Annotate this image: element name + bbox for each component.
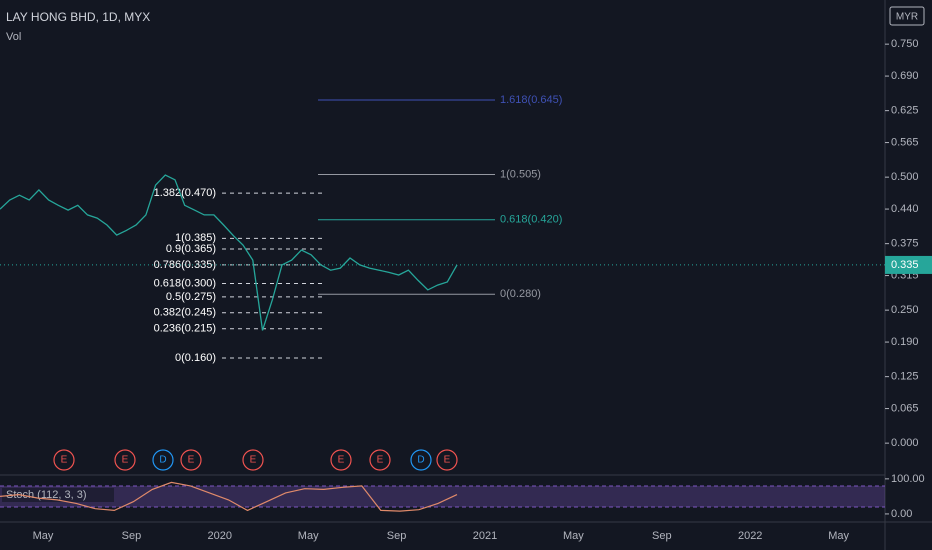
event-marker	[242, 449, 264, 471]
x-tick-label: 2022	[738, 530, 762, 542]
fib-label: 0(0.160)	[175, 352, 216, 364]
event-marker	[410, 449, 432, 471]
event-marker	[369, 449, 391, 471]
y-tick-label: 0.375	[891, 238, 919, 250]
y-tick-label: 0.440	[891, 203, 919, 215]
event-marker	[114, 449, 136, 471]
x-tick-label: 2020	[208, 530, 232, 542]
y-tick-label: 100.00	[891, 473, 925, 485]
x-tick-label: May	[563, 530, 584, 542]
event-letter: D	[417, 455, 424, 466]
y-tick-label: 0.690	[891, 70, 919, 82]
fib-label: 0.5(0.275)	[166, 291, 216, 303]
event-letter: E	[338, 455, 345, 466]
y-tick-label: 0.190	[891, 336, 919, 348]
currency-box[interactable]	[889, 6, 925, 26]
stoch-label: Stoch (112, 3, 3)	[6, 489, 87, 501]
event-marker	[436, 449, 458, 471]
fib-label: 0.236(0.215)	[154, 323, 216, 335]
x-tick-label: 2021	[473, 530, 497, 542]
event-marker	[330, 449, 352, 471]
y-tick-label: 0.750	[891, 38, 919, 50]
title: LAY HONG BHD, 1D, MYX	[6, 10, 150, 24]
indicator: Vol	[6, 31, 21, 43]
currency[interactable]: MYR	[896, 12, 918, 23]
y-tick-label: 0.500	[891, 171, 919, 183]
stoch-band	[0, 486, 885, 507]
fib-label: 1.618(0.645)	[500, 94, 562, 106]
x-tick-label: May	[828, 530, 849, 542]
event-marker	[53, 449, 75, 471]
fib-label: 0(0.280)	[500, 288, 541, 300]
price-tag-label: 0.335	[891, 259, 919, 271]
stoch-line	[0, 481, 458, 512]
event-marker	[152, 449, 174, 471]
y-tick-label: 0.625	[891, 105, 919, 117]
x-tick-label: May	[33, 530, 54, 542]
fib-label: 1(0.505)	[500, 168, 541, 180]
x-tick-label: Sep	[652, 530, 672, 542]
x-tick-label: Sep	[122, 530, 142, 542]
event-marker	[180, 449, 202, 471]
event-letter: E	[250, 455, 257, 466]
fib-label: 0.618(0.420)	[500, 214, 562, 226]
fib-label: 0.618(0.300)	[154, 277, 216, 289]
x-tick-label: Sep	[387, 530, 407, 542]
event-letter: E	[188, 455, 195, 466]
price-line	[0, 174, 458, 331]
y-tick-label: 0.065	[891, 402, 919, 414]
price-tag	[885, 255, 932, 274]
event-letter: E	[377, 455, 384, 466]
y-tick-label: 0.250	[891, 304, 919, 316]
y-tick-label: 0.00	[891, 508, 912, 520]
event-letter: E	[444, 455, 451, 466]
event-letter: D	[159, 455, 166, 466]
fib-label: 0.9(0.365)	[166, 243, 216, 255]
y-tick-label: 0.565	[891, 136, 919, 148]
x-tick-label: May	[298, 530, 319, 542]
fib-label: 0.382(0.245)	[154, 307, 216, 319]
fib-label: 1(0.385)	[175, 232, 216, 244]
event-letter: E	[61, 455, 68, 466]
y-tick-label: 0.000	[891, 437, 919, 449]
stoch-label-bg	[2, 488, 114, 502]
fib-label: 1.382(0.470)	[154, 187, 216, 199]
event-letter: E	[122, 455, 129, 466]
y-tick-label: 0.125	[891, 371, 919, 383]
